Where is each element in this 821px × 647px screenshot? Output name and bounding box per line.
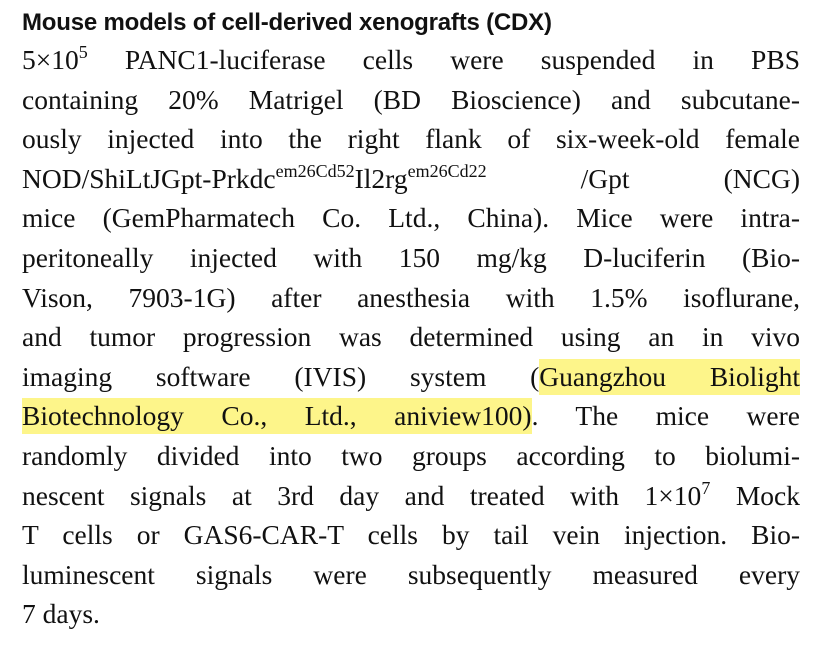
text-run: 5×10: [22, 44, 79, 75]
text-run: 7 days.: [22, 598, 100, 630]
paragraph-line: mice (GemPharmatech Co. Ltd., China). Mi…: [22, 198, 800, 238]
superscript: 5: [78, 42, 88, 62]
text-run: NOD/ShiLtJGpt-Prkdc: [22, 162, 276, 194]
paragraph-line: and tumor progression was determined usi…: [22, 317, 800, 357]
paragraph-line: peritoneally injected with 150 mg/kg D-l…: [22, 238, 800, 278]
text-run: PANC1-luciferase cells were suspended in…: [87, 44, 800, 75]
document-page: Mouse models of cell-derived xenografts …: [22, 8, 800, 634]
text-run: /Gpt (NCG): [486, 162, 800, 194]
paragraph-line: luminescent signals were subsequently me…: [22, 555, 800, 595]
paragraph-line: nescent signals at 3rd day and treated w…: [22, 476, 800, 516]
paragraph-line: imaging software (IVIS) system (Guangzho…: [22, 357, 800, 397]
superscript: 7: [701, 477, 711, 498]
paragraph-line: Biotechnology Co., Ltd., aniview100). Th…: [22, 396, 800, 436]
text-run: luminescent signals were subsequently me…: [22, 558, 800, 590]
text-run: T cells or GAS6-CAR-T cells by tail vein…: [22, 519, 800, 551]
text-run: . The mice were: [531, 400, 800, 432]
paragraph-line: 5×105 PANC1-luciferase cells were suspen…: [22, 40, 800, 80]
paragraph-line: T cells or GAS6-CAR-T cells by tail vein…: [22, 515, 800, 555]
body-paragraph: 5×105 PANC1-luciferase cells were suspen…: [22, 40, 800, 634]
text-run: nescent signals at 3rd day and treated w…: [22, 479, 702, 511]
text-run: imaging software (IVIS) system (: [22, 360, 540, 392]
superscript: em26Cd22: [407, 160, 487, 181]
text-run: Il2rg: [354, 162, 408, 194]
highlighted-text: Guangzhou Biolight: [539, 358, 800, 395]
text-run: Mock: [710, 479, 800, 511]
paragraph-line: 7 days.: [22, 594, 800, 634]
section-heading: Mouse models of cell-derived xenografts …: [22, 9, 552, 36]
paragraph-line: NOD/ShiLtJGpt-Prkdcem26Cd52Il2rgem26Cd22…: [22, 159, 800, 199]
text-run: ously injected into the right flank of s…: [22, 123, 800, 155]
text-run: mice (GemPharmatech Co. Ltd., China). Mi…: [22, 202, 800, 234]
text-run: and tumor progression was determined usi…: [22, 321, 800, 353]
paragraph-line: Vison, 7903-1G) after anesthesia with 1.…: [22, 278, 800, 318]
paragraph-line: randomly divided into two groups accordi…: [22, 436, 800, 476]
text-run: peritoneally injected with 150 mg/kg D-l…: [22, 241, 800, 273]
paragraph-line: ously injected into the right flank of s…: [22, 119, 800, 159]
superscript: em26Cd52: [275, 160, 355, 181]
text-run: containing 20% Matrigel (BD Bioscience) …: [22, 83, 800, 115]
text-run: Vison, 7903-1G) after anesthesia with 1.…: [22, 281, 800, 313]
highlighted-text: Biotechnology Co., Ltd., aniview100): [22, 398, 532, 435]
paragraph-line: containing 20% Matrigel (BD Bioscience) …: [22, 80, 800, 120]
text-run: randomly divided into two groups accordi…: [22, 439, 800, 471]
